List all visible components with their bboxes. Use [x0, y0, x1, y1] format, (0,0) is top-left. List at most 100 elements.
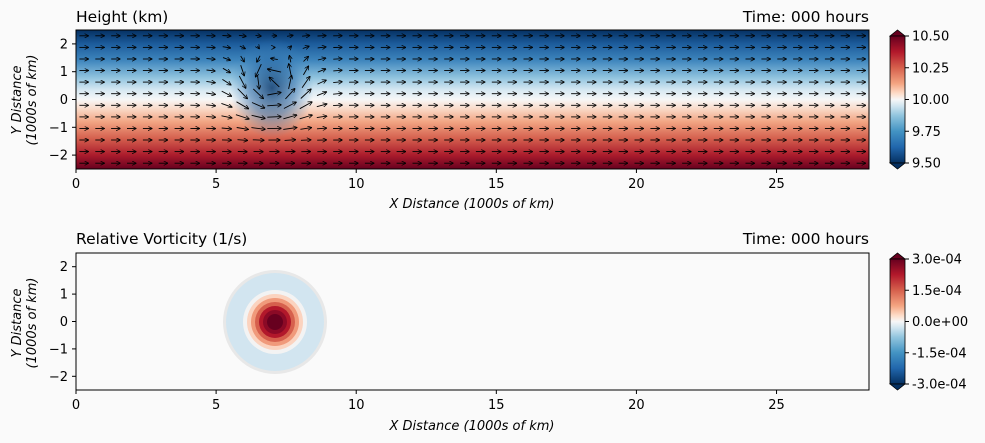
height-colorbar-tick-label: 9.50	[912, 157, 941, 172]
height-x-label: X Distance (1000s of km)	[388, 197, 554, 212]
wind-arrow	[299, 115, 313, 120]
vorticity-core	[267, 314, 283, 330]
vorticity-background	[76, 253, 869, 390]
height-x-ticks: 0 5 10 15 20 25	[72, 169, 785, 192]
wind-arrow	[302, 35, 310, 36]
wind-arrow	[222, 67, 231, 72]
vorticity-y-tick-label: −2	[49, 370, 68, 385]
vorticity-y-label-line2: (1000s of km)	[25, 278, 40, 369]
height-x-tick-label: 15	[488, 177, 505, 192]
wind-arrow	[238, 75, 246, 88]
height-x-tick-label: 25	[768, 177, 785, 192]
wind-arrow	[267, 69, 282, 73]
vorticity-title: Relative Vorticity (1/s)	[76, 230, 247, 248]
wind-arrow	[236, 101, 249, 109]
wind-arrow	[316, 128, 327, 129]
wind-arrow	[235, 114, 249, 119]
wind-arrow	[333, 105, 342, 106]
wind-arrow	[284, 140, 296, 141]
wind-arrow	[252, 140, 264, 141]
height-y-tick-label: −1	[49, 121, 68, 136]
wind-arrow	[288, 75, 292, 90]
height-panel: Height (km) Time: 000 hours 0 5 10 15 20 25 2…	[10, 8, 949, 212]
wind-arrow	[317, 58, 326, 60]
wind-arrow	[303, 56, 309, 62]
height-colorbar-tick-label: 10.25	[912, 61, 949, 76]
height-y-tick-label: 1	[60, 65, 68, 80]
height-field	[76, 30, 869, 169]
vorticity-x-tick-label: 20	[628, 398, 645, 413]
wind-arrow	[222, 58, 230, 61]
wind-arrow	[317, 47, 326, 48]
height-y-tick-label: −2	[49, 149, 68, 164]
wind-arrow	[289, 56, 290, 63]
wind-arrow	[221, 116, 232, 118]
wind-arrow	[302, 46, 309, 48]
wind-arrow	[283, 115, 296, 120]
wind-arrow	[222, 79, 231, 85]
wind-arrow	[222, 36, 231, 37]
wind-arrow	[221, 128, 232, 129]
wind-arrow	[269, 77, 280, 88]
height-colorbar: 10.50 10.25 10.00 9.75 9.50	[888, 29, 949, 172]
wind-arrow	[333, 59, 342, 60]
vorticity-colorbar-tick-label: 3.0e-04	[912, 253, 962, 268]
wind-arrow	[251, 102, 265, 109]
height-y-label: Y Distance (1000s of km)	[10, 55, 40, 146]
vorticity-y-tick-label: 0	[60, 315, 68, 330]
height-y-label-line2: (1000s of km)	[25, 55, 40, 146]
vorticity-colorbar-tick-label: 1.5e-04	[912, 284, 962, 299]
vorticity-colorbar-tick-label: -1.5e-04	[912, 346, 967, 361]
wind-arrow	[333, 70, 342, 71]
wind-arrow	[256, 64, 262, 77]
vorticity-x-tick-label: 0	[72, 398, 80, 413]
vorticity-x-tick-label: 10	[348, 398, 365, 413]
vorticity-x-tick-label: 25	[768, 398, 785, 413]
height-colorbar-tick-label: 9.75	[912, 125, 941, 140]
wind-arrow	[285, 89, 295, 100]
wind-arrow	[206, 117, 215, 118]
wind-arrow	[206, 81, 215, 82]
vorticity-time-label: Time: 000 hours	[742, 230, 869, 248]
vorticity-panel: Relative Vorticity (1/s) Time: 000 hours…	[10, 230, 968, 434]
height-colorbar-tick-label: 10.50	[912, 30, 949, 45]
wind-arrow	[283, 128, 297, 130]
vorticity-y-tick-label: 2	[60, 260, 68, 275]
vorticity-field	[76, 253, 869, 390]
wind-arrow	[283, 102, 296, 109]
wind-arrow	[255, 35, 262, 36]
wind-arrow	[267, 92, 281, 96]
height-time-label: Time: 000 hours	[742, 8, 869, 26]
wind-arrow	[300, 89, 311, 99]
wind-arrow	[299, 102, 312, 110]
wind-arrow	[303, 66, 308, 76]
wind-arrow	[206, 105, 215, 106]
wind-arrow	[271, 58, 278, 59]
wind-arrow	[317, 69, 326, 73]
wind-arrow	[236, 128, 249, 130]
wind-arrow	[317, 80, 327, 85]
vorticity-x-tick-label: 5	[212, 398, 220, 413]
wind-arrow	[221, 90, 232, 96]
vorticity-colorbar-tick-label: -3.0e-04	[912, 378, 967, 393]
height-y-tick-label: 0	[60, 93, 68, 108]
height-y-ticks: 2 1 0 −1 −2	[49, 37, 76, 164]
height-colorbar-ticks: 10.50 10.25 10.00 9.75 9.50	[905, 30, 949, 172]
height-low-center	[230, 38, 314, 138]
vorticity-y-tick-label: −1	[49, 342, 68, 357]
height-colorbar-tick-label: 10.00	[912, 93, 949, 108]
wind-arrow	[316, 104, 327, 107]
wind-arrow	[258, 46, 260, 49]
wind-arrow	[333, 93, 342, 94]
wind-arrow	[251, 128, 265, 130]
wind-arrow	[300, 140, 311, 141]
wind-arrow	[206, 70, 216, 71]
wind-arrow	[316, 116, 327, 118]
wind-arrow	[257, 55, 260, 62]
vorticity-y-tick-label: 1	[60, 288, 68, 303]
wind-arrow	[333, 82, 342, 83]
wind-arrow	[240, 65, 245, 76]
height-x-tick-label: 0	[72, 177, 80, 192]
wind-arrow	[241, 55, 245, 62]
